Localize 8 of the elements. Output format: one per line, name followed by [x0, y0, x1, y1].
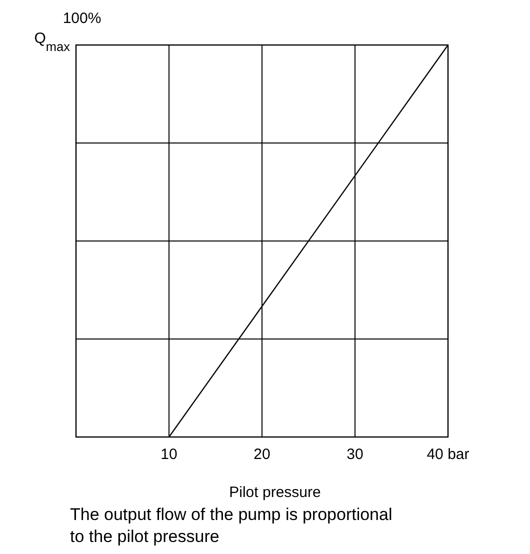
text: Q$_{max}$: [34, 30, 71, 54]
x-tick-label: 40 bar: [426, 446, 470, 463]
x-tick-label: 30: [346, 446, 364, 463]
y-axis-title: 100%: [62, 10, 102, 27]
text: The output flow of the pump is proportional to the pilot pressure: [70, 505, 392, 546]
x-tick-label: 10: [160, 446, 178, 463]
x-tick-label: 20: [254, 446, 270, 463]
x-axis-title: Pilot pressure: [229, 484, 321, 501]
